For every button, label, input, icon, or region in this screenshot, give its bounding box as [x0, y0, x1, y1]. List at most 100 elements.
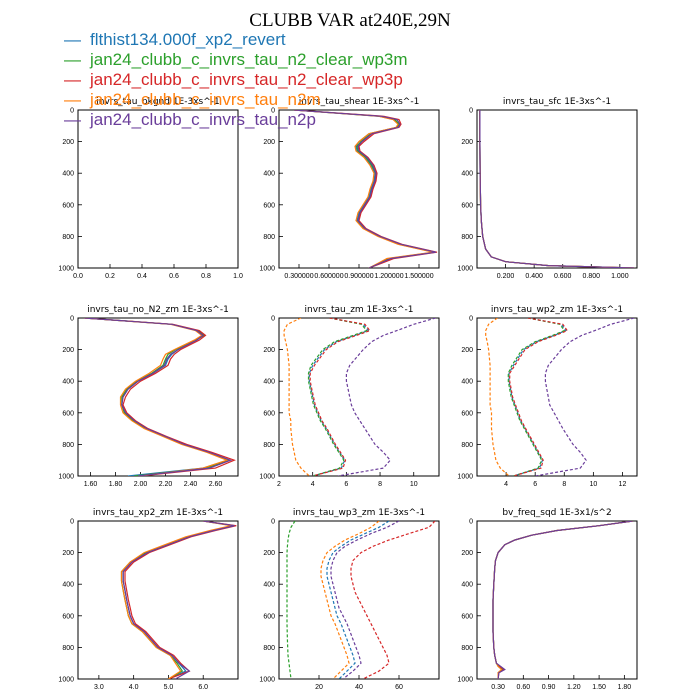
plot-frame	[476, 109, 638, 269]
y-tick-label: 800	[461, 442, 473, 449]
panel-title: invrs_tau_no_N2_zm 1E-3xs^-1	[87, 305, 229, 315]
y-tick-label: 600	[263, 613, 275, 620]
x-tick-label: 0.6	[169, 273, 179, 280]
x-tick-label: 0.30	[491, 684, 505, 691]
x-tick-label: 3.0	[94, 684, 104, 691]
x-tick-label: 1.60	[84, 481, 98, 488]
y-tick-label: 200	[62, 139, 74, 146]
series-line	[320, 521, 380, 679]
legend-dash: —	[64, 70, 81, 89]
y-tick-label: 800	[263, 645, 275, 652]
y-tick-label: 0	[271, 519, 275, 526]
series-line	[479, 110, 635, 268]
x-tick-label: 2.20	[159, 481, 173, 488]
y-tick-label: 0	[70, 519, 74, 526]
y-tick-label: 800	[461, 645, 473, 652]
series-line	[485, 318, 510, 476]
y-tick-label: 400	[461, 379, 473, 386]
y-tick-label: 200	[62, 550, 74, 557]
x-tick-label: 0.600000	[314, 273, 343, 280]
y-tick-label: 200	[461, 347, 473, 354]
panel-1: invrs_tau_shear 1E-3xs^-1 0 200 400 600 800 10…	[259, 97, 440, 280]
x-tick-label: 1.80	[618, 684, 632, 691]
series-line	[286, 521, 296, 679]
y-tick-label: 400	[263, 171, 275, 178]
series-line	[120, 521, 232, 679]
legend-dash: —	[64, 90, 81, 109]
panel-2: invrs_tau_sfc 1E-3xs^-1 0 200 400 600 800 1000…	[457, 97, 638, 280]
y-tick-label: 600	[461, 202, 473, 209]
series-line	[122, 521, 235, 679]
y-tick-label: 200	[263, 347, 275, 354]
legend-entry: jan24_clubb_c_invrs_tau_n2m	[89, 90, 321, 109]
legend-entry: jan24_clubb_c_invrs_tau_n2p	[89, 110, 316, 129]
x-tick-label: 0.8	[201, 273, 211, 280]
y-tick-label: 800	[263, 234, 275, 241]
series-line	[535, 318, 635, 476]
x-tick-label: 1.000	[611, 273, 629, 280]
plot-frame	[476, 317, 638, 477]
x-tick-label: 4.0	[129, 684, 139, 691]
y-tick-label: 600	[263, 202, 275, 209]
y-tick-label: 600	[62, 613, 74, 620]
series-line	[326, 521, 390, 679]
series-line	[492, 521, 633, 679]
x-tick-label: 0.4	[137, 273, 147, 280]
y-tick-label: 0	[70, 108, 74, 115]
plot-frame	[77, 317, 239, 477]
x-tick-label: 0.60	[517, 684, 531, 691]
y-tick-label: 800	[461, 234, 473, 241]
y-tick-label: 400	[62, 379, 74, 386]
y-tick-label: 800	[62, 442, 74, 449]
x-tick-label: 2.60	[209, 481, 223, 488]
y-tick-label: 600	[62, 202, 74, 209]
series-line	[350, 521, 436, 679]
y-tick-label: 1000	[259, 266, 275, 273]
series-line	[492, 521, 633, 679]
y-tick-label: 200	[263, 550, 275, 557]
legend-dash: —	[64, 50, 81, 69]
x-tick-label: 1.200000	[374, 273, 403, 280]
series-line	[509, 318, 569, 476]
y-tick-label: 0	[469, 108, 473, 115]
series-line	[492, 521, 633, 679]
y-tick-label: 0	[469, 316, 473, 323]
y-tick-label: 400	[461, 582, 473, 589]
series-line	[479, 110, 635, 268]
series-line	[507, 318, 566, 476]
x-tick-label: 1.80	[109, 481, 123, 488]
y-tick-label: 1000	[58, 677, 74, 684]
series-line	[293, 110, 437, 268]
x-tick-label: 5.0	[164, 684, 174, 691]
x-tick-label: 6	[533, 481, 537, 488]
y-tick-label: 800	[62, 234, 74, 241]
x-tick-label: 0.800	[583, 273, 601, 280]
series-line	[84, 318, 236, 476]
y-tick-label: 600	[461, 613, 473, 620]
x-tick-label: 0.2	[105, 273, 115, 280]
x-tick-label: 8	[378, 481, 382, 488]
series-line	[293, 110, 434, 268]
x-tick-label: 6	[344, 481, 348, 488]
y-tick-label: 400	[62, 582, 74, 589]
x-tick-label: 1.20	[567, 684, 581, 691]
x-tick-label: 2.40	[184, 481, 198, 488]
series-line	[492, 521, 633, 679]
panel-6: invrs_tau_xp2_zm 1E-3xs^-1 0 200 400 600 800 1…	[58, 508, 239, 691]
y-tick-label: 1000	[259, 474, 275, 481]
series-line	[120, 521, 233, 679]
y-tick-label: 200	[461, 550, 473, 557]
y-tick-label: 800	[62, 645, 74, 652]
series-line	[330, 521, 400, 679]
legend-entry: jan24_clubb_c_invrs_tau_n2_clear_wp3m	[89, 50, 408, 69]
x-tick-label: 40	[355, 684, 363, 691]
x-tick-label: 2.00	[134, 481, 148, 488]
panel-title: invrs_tau_wp3_zm 1E-3xs^-1	[293, 508, 425, 518]
x-tick-label: 10	[589, 481, 597, 488]
series-line	[283, 318, 310, 476]
plot-frame	[77, 520, 239, 680]
panel-3: invrs_tau_no_N2_zm 1E-3xs^-1 0 200 400 600 80…	[58, 305, 239, 488]
y-tick-label: 400	[263, 582, 275, 589]
panel-title: invrs_tau_wp2_zm 1E-3xs^-1	[491, 305, 623, 315]
